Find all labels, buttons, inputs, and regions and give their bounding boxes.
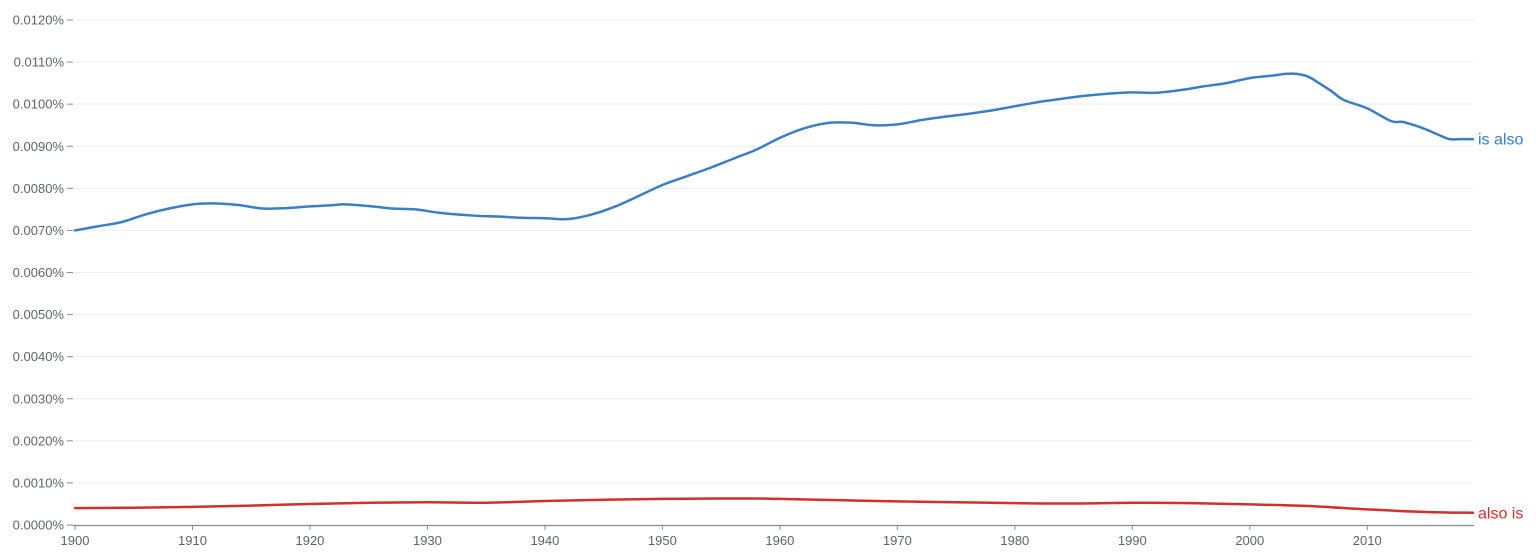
- x-axis: 1900 1910 1920 1930 1940 1950 1960 1970 1980 1990…: [61, 524, 1474, 548]
- series-label-is-also: is also: [1478, 132, 1523, 149]
- x-tick-label: 1900: [61, 533, 90, 548]
- y-tick-label: 0.0030%: [13, 391, 65, 406]
- x-tick-label: 1950: [648, 533, 677, 548]
- x-tick-label: 1960: [765, 533, 794, 548]
- gridlines: [75, 19, 1473, 484]
- x-tick-label: 2000: [1235, 533, 1264, 548]
- series-line-is-also[interactable]: [73, 72, 1475, 232]
- y-tick-label: 0.0110%: [14, 55, 65, 70]
- x-tick-label: 2010: [1353, 533, 1382, 548]
- x-tick-label: 1930: [413, 533, 442, 548]
- y-tick-label: 0.0080%: [13, 181, 65, 196]
- y-tick-label: 0.0020%: [13, 433, 65, 448]
- series-label-also-is: also is: [1478, 505, 1523, 522]
- series-lines: [73, 72, 1475, 515]
- y-tick-label: 0.0090%: [13, 139, 65, 154]
- y-tick-label: 0.0070%: [13, 223, 65, 238]
- series-line-also-is[interactable]: [73, 497, 1475, 515]
- y-tick-label: 0.0100%: [13, 97, 65, 112]
- x-tick-label: 1920: [295, 533, 324, 548]
- y-tick-label: 0.0010%: [13, 475, 65, 490]
- series-labels: is also also is: [1478, 132, 1523, 523]
- y-axis: 0.0000% 0.0010% 0.0020% 0.0030% 0.0040% 0.005…: [13, 13, 73, 533]
- x-tick-label: 1970: [883, 533, 912, 548]
- y-tick-label: 0.0000%: [13, 518, 65, 533]
- x-tick-label: 1940: [530, 533, 559, 548]
- x-tick-label: 1980: [1000, 533, 1029, 548]
- x-tick-label: 1910: [178, 533, 207, 548]
- y-tick-label: 0.0040%: [13, 349, 65, 364]
- x-tick-label: 1990: [1118, 533, 1147, 548]
- y-tick-label: 0.0120%: [13, 13, 65, 28]
- y-tick-label: 0.0060%: [13, 265, 65, 280]
- y-tick-label: 0.0050%: [13, 307, 65, 322]
